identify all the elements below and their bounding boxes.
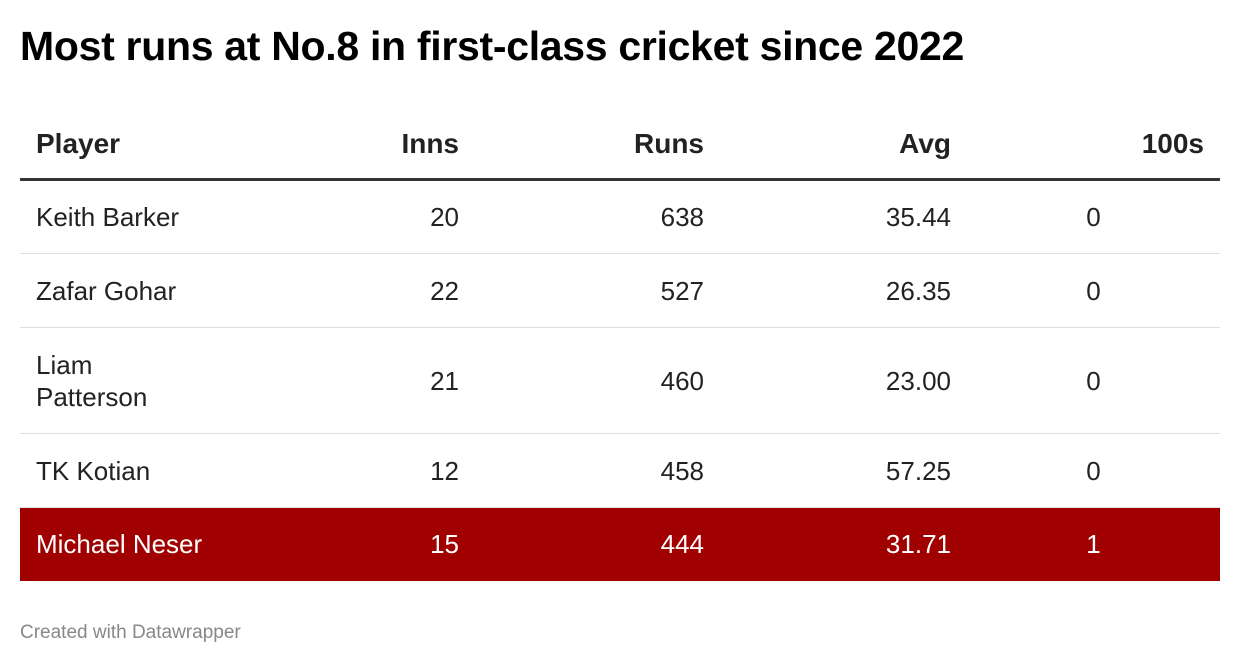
avg-cell: 26.35 xyxy=(720,253,967,328)
column-header-inns[interactable]: Inns xyxy=(220,110,475,181)
table-row: Zafar Gohar 22 527 26.35 0 xyxy=(20,253,1220,328)
runs-cell: 638 xyxy=(475,179,720,254)
player-cell: TK Kotian xyxy=(20,433,220,508)
inns-cell: 22 xyxy=(220,253,475,328)
player-cell: Michael Neser xyxy=(20,507,220,581)
column-header-player[interactable]: Player xyxy=(20,110,220,181)
avg-cell: 23.00 xyxy=(720,327,967,434)
inns-cell: 12 xyxy=(220,433,475,508)
runs-cell: 458 xyxy=(475,433,720,508)
runs-cell: 444 xyxy=(475,507,720,581)
runs-table: Player Inns Runs Avg 100s Keith Barker 2… xyxy=(20,110,1220,581)
hundreds-cell: 0 xyxy=(967,327,1220,434)
runs-cell: 527 xyxy=(475,253,720,328)
hundreds-cell: 1 xyxy=(967,507,1220,581)
inns-cell: 21 xyxy=(220,327,475,434)
hundreds-cell: 0 xyxy=(967,179,1220,254)
player-cell: Liam Patterson xyxy=(20,327,220,434)
runs-cell: 460 xyxy=(475,327,720,434)
highlighted-table-row: Michael Neser 15 444 31.71 1 xyxy=(20,507,1220,581)
player-cell: Zafar Gohar xyxy=(20,253,220,328)
table-row: Keith Barker 20 638 35.44 0 xyxy=(20,179,1220,254)
column-header-runs[interactable]: Runs xyxy=(475,110,720,181)
inns-cell: 15 xyxy=(220,507,475,581)
column-header-avg[interactable]: Avg xyxy=(720,110,967,181)
chart-title: Most runs at No.8 in first-class cricket… xyxy=(20,23,965,69)
hundreds-cell: 0 xyxy=(967,433,1220,508)
header-row: Player Inns Runs Avg 100s xyxy=(20,110,1220,181)
inns-cell: 20 xyxy=(220,179,475,254)
avg-cell: 57.25 xyxy=(720,433,967,508)
player-cell: Keith Barker xyxy=(20,179,220,254)
attribution-link[interactable]: Created with Datawrapper xyxy=(20,622,241,643)
hundreds-cell: 0 xyxy=(967,253,1220,328)
table-row: Liam Patterson 21 460 23.00 0 xyxy=(20,327,1220,434)
avg-cell: 31.71 xyxy=(720,507,967,581)
data-table: Player Inns Runs Avg 100s Keith Barker 2… xyxy=(20,110,1220,581)
avg-cell: 35.44 xyxy=(720,179,967,254)
column-header-100s[interactable]: 100s xyxy=(967,110,1220,181)
table-row: TK Kotian 12 458 57.25 0 xyxy=(20,433,1220,508)
